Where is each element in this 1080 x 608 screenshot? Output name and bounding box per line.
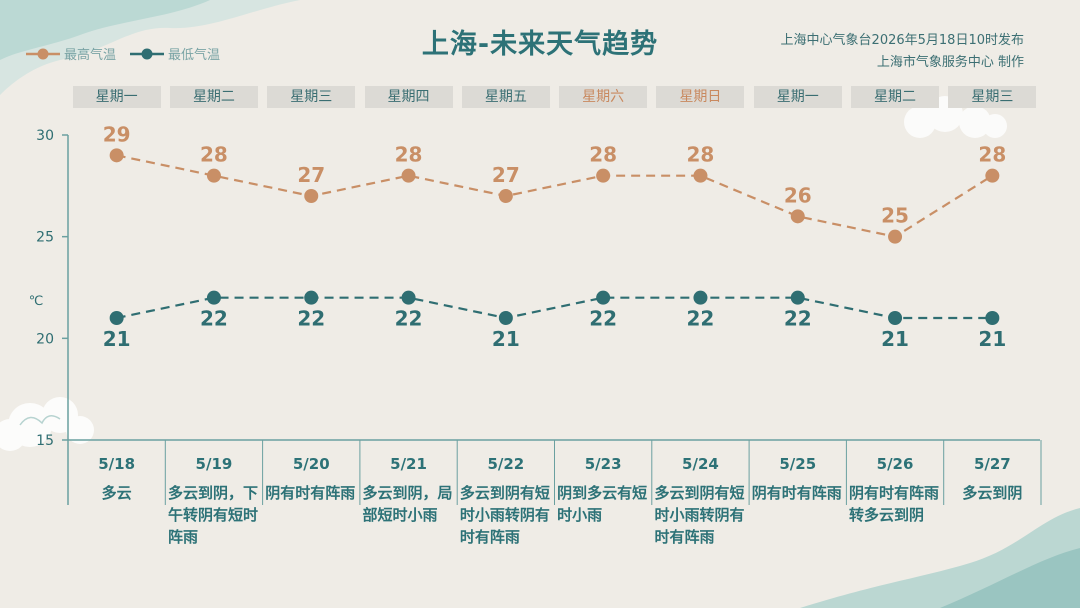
weather-description: 多云到阴有短时小雨转阴有时有阵雨 (654, 484, 745, 546)
weekday-label: 星期一 (753, 86, 842, 108)
data-label-low: 21 (103, 327, 131, 351)
data-point-low (693, 290, 708, 305)
weather-description: 阴有时有阵雨 (265, 484, 356, 502)
weekday-label: 星期二 (851, 86, 940, 108)
data-label-high: 25 (881, 204, 909, 228)
data-label-low: 22 (589, 307, 617, 331)
data-point-low (401, 290, 416, 305)
weather-description: 多云到阴有短时小雨转阴有时有阵雨 (459, 484, 550, 546)
date-label: 5/21 (390, 455, 427, 473)
date-label: 5/25 (779, 455, 817, 473)
legend-item-high: 最高气温 (26, 44, 116, 63)
date-label: 5/18 (98, 455, 136, 473)
data-label-low: 21 (881, 327, 909, 351)
y-axis-unit-label: ℃ (29, 294, 44, 309)
data-label-high: 28 (395, 143, 423, 167)
data-point-high (888, 229, 903, 244)
legend-high-marker-icon (26, 48, 60, 59)
data-point-high (206, 168, 221, 183)
data-point-high (401, 168, 416, 183)
weekday-label: 星期二 (169, 86, 258, 108)
y-tick-label: 30 (36, 128, 54, 144)
weekday-label: 星期三 (948, 86, 1037, 108)
data-label-low: 21 (978, 327, 1006, 351)
issuer-line-2: 上海市气象服务中心 制作 (876, 55, 1024, 70)
legend-high-label: 最高气温 (64, 48, 117, 63)
data-point-high (304, 189, 319, 203)
y-tick-label: 15 (36, 433, 54, 449)
data-point-high (498, 189, 513, 203)
data-point-low (498, 311, 513, 325)
data-label-high: 27 (492, 163, 520, 187)
data-point-low (888, 311, 903, 325)
data-label-high: 27 (297, 163, 325, 187)
weekday-label: 星期六 (559, 86, 648, 108)
data-point-low (206, 290, 221, 305)
data-point-high (109, 148, 124, 163)
data-point-low (109, 311, 124, 325)
y-tick-label: 25 (36, 230, 54, 246)
date-label: 5/24 (682, 455, 719, 473)
data-label-high: 29 (103, 122, 131, 146)
data-point-low (304, 290, 319, 305)
series-line-high (116, 154, 993, 238)
data-point-high (596, 168, 611, 183)
weather-description: 多云到阴 (962, 484, 1023, 502)
date-label: 5/20 (292, 455, 330, 473)
data-label-low: 22 (200, 307, 228, 331)
weekday-label: 星期日 (656, 86, 745, 108)
data-label-high: 28 (978, 143, 1006, 167)
data-label-high: 28 (687, 143, 715, 167)
weather-description: 多云到阴，局部短时小雨 (362, 484, 453, 524)
issuer-info: 上海中心气象台2026年5月18日10时发布 上海市气象服务中心 制作 (781, 30, 1024, 74)
date-label: 5/26 (876, 455, 914, 473)
y-tick-label: 20 (36, 331, 54, 347)
data-label-low: 22 (297, 307, 325, 331)
weekday-label: 星期三 (267, 86, 356, 108)
weather-description: 多云到阴，下午转阴有短时阵雨 (167, 484, 258, 546)
weekday-header-row: 星期一 星期二 星期三 星期四 星期五 星期六 星期日 星期一 星期二 星期三 (0, 86, 1080, 108)
data-label-low: 21 (492, 327, 520, 351)
data-label-low: 22 (687, 307, 715, 331)
data-label-high: 28 (589, 143, 617, 167)
data-point-low (790, 290, 805, 305)
data-label-low: 22 (395, 307, 423, 331)
legend-item-low: 最低气温 (130, 44, 220, 63)
weekday-label: 星期一 (72, 86, 161, 108)
data-point-low (596, 290, 611, 305)
data-label-low: 22 (784, 307, 812, 331)
date-label: 5/23 (584, 455, 622, 473)
issuer-line-1: 上海中心气象台2026年5月18日10时发布 (780, 33, 1024, 48)
data-point-low (985, 311, 1000, 325)
data-point-high (693, 168, 708, 183)
weather-description: 阴有时有阵雨转多云到阴 (849, 484, 940, 524)
legend-low-label: 最低气温 (168, 48, 221, 63)
data-label-high: 26 (784, 183, 812, 207)
weekday-label: 星期四 (364, 86, 453, 108)
chart-legend: 最高气温 最低气温 (26, 44, 234, 63)
date-label: 5/27 (973, 455, 1011, 473)
data-point-high (790, 209, 805, 224)
date-label: 5/19 (195, 455, 233, 473)
weather-description: 阴有时有阵雨 (751, 484, 842, 502)
page-title: 上海-未来天气趋势 (421, 29, 659, 60)
date-label: 5/22 (487, 455, 525, 473)
weekday-label: 星期五 (461, 86, 550, 108)
weather-description: 多云 (101, 484, 132, 502)
data-point-high (985, 168, 1000, 183)
weather-description: 阴到多云有短时小雨 (557, 484, 648, 524)
series-line-low (116, 296, 993, 320)
data-label-high: 28 (200, 143, 228, 167)
legend-low-marker-icon (130, 48, 165, 59)
